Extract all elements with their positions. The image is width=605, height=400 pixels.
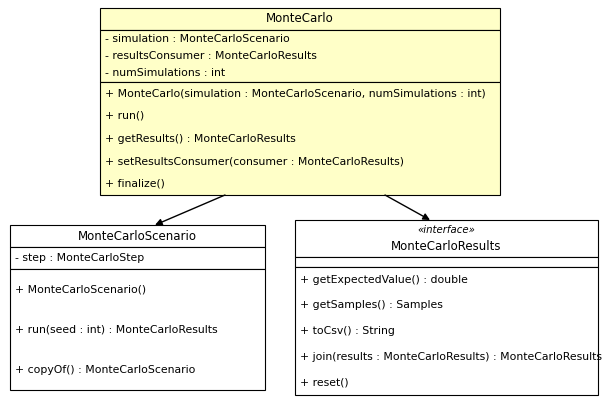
Text: + run(seed : int) : MonteCarloResults: + run(seed : int) : MonteCarloResults (15, 324, 218, 334)
Bar (295, 267, 598, 395)
Text: + run(): + run() (105, 111, 144, 121)
Bar (10, 269, 265, 390)
Text: + join(results : MonteCarloResults) : MonteCarloResults: + join(results : MonteCarloResults) : Mo… (300, 352, 602, 362)
Bar (295, 257, 598, 267)
Text: - step : MonteCarloStep: - step : MonteCarloStep (15, 253, 144, 263)
Bar (100, 8, 500, 30)
Text: - resultsConsumer : MonteCarloResults: - resultsConsumer : MonteCarloResults (105, 51, 317, 61)
Bar (10, 247, 265, 269)
Text: - numSimulations : int: - numSimulations : int (105, 68, 225, 78)
Text: + getExpectedValue() : double: + getExpectedValue() : double (300, 275, 468, 285)
Text: + MonteCarlo(simulation : MonteCarloScenario, numSimulations : int): + MonteCarlo(simulation : MonteCarloScen… (105, 88, 486, 98)
Bar (100, 82, 500, 195)
Text: + toCsv() : String: + toCsv() : String (300, 326, 395, 336)
Bar (295, 220, 598, 257)
Text: + getResults() : MonteCarloResults: + getResults() : MonteCarloResults (105, 134, 296, 144)
Text: + reset(): + reset() (300, 377, 348, 387)
Text: + getSamples() : Samples: + getSamples() : Samples (300, 300, 443, 310)
Bar (100, 30, 500, 82)
Bar (10, 225, 265, 247)
Text: + copyOf() : MonteCarloScenario: + copyOf() : MonteCarloScenario (15, 365, 195, 375)
Text: «interface»: «interface» (417, 225, 476, 235)
Text: MonteCarloResults: MonteCarloResults (391, 240, 502, 253)
Text: + finalize(): + finalize() (105, 179, 165, 189)
Text: + MonteCarloScenario(): + MonteCarloScenario() (15, 284, 146, 294)
Text: MonteCarloScenario: MonteCarloScenario (78, 230, 197, 242)
Text: MonteCarlo: MonteCarlo (266, 12, 334, 26)
Text: + setResultsConsumer(consumer : MonteCarloResults): + setResultsConsumer(consumer : MonteCar… (105, 156, 404, 166)
Text: - simulation : MonteCarloScenario: - simulation : MonteCarloScenario (105, 34, 290, 44)
